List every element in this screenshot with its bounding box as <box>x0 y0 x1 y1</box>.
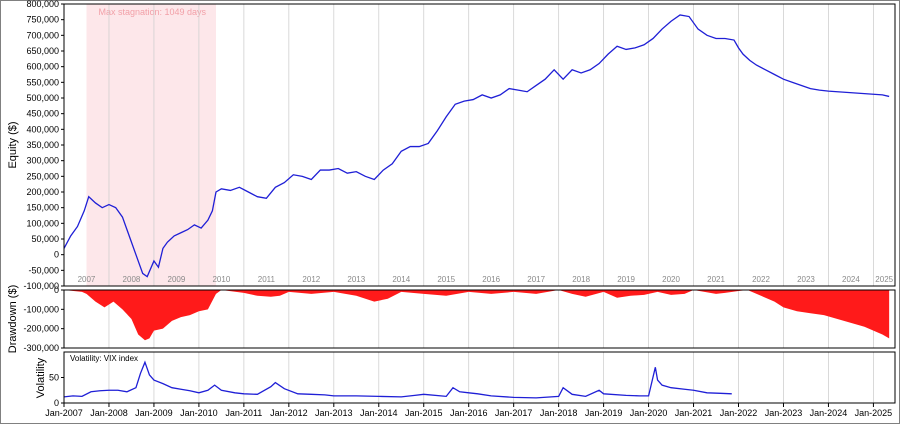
stagnation-band <box>86 4 216 286</box>
equity-grid <box>108 4 874 286</box>
y-tick-label: 250,000 <box>26 171 59 181</box>
x-tick-label: Jan-2009 <box>135 408 173 418</box>
year-label: 2011 <box>258 275 276 284</box>
year-label: 2020 <box>662 275 680 284</box>
x-tick-label: Jan-2019 <box>585 408 623 418</box>
year-label: 2016 <box>482 275 500 284</box>
y-tick-label: 800,000 <box>26 0 59 9</box>
y-tick-label: 450,000 <box>26 109 59 119</box>
stagnation-annotation: Max stagnation: 1049 days <box>98 7 206 17</box>
x-tick-label: Jan-2021 <box>675 408 713 418</box>
year-label: 2013 <box>347 275 365 284</box>
x-tick-label: Jan-2023 <box>765 408 803 418</box>
x-tick-label: Jan-2011 <box>225 408 262 418</box>
drawdown-y-axis-label: Drawdown ($) <box>7 285 19 353</box>
x-tick-label: Jan-2018 <box>540 408 578 418</box>
year-label: 2010 <box>212 275 230 284</box>
year-label: 2019 <box>617 275 635 284</box>
date-axis: Jan-2007 Jan-2008 Jan-2009 Jan-2010 Jan-2011… <box>45 403 892 418</box>
y-tick-label: 650,000 <box>26 46 59 56</box>
drawdown-grid <box>108 290 874 348</box>
x-tick-label: Jan-2016 <box>450 408 488 418</box>
x-tick-label: Jan-2022 <box>720 408 758 418</box>
volatility-y-axis-label: Volatility <box>35 357 47 398</box>
x-tick-label: Jan-2015 <box>405 408 443 418</box>
equity-line <box>63 14 890 278</box>
x-tick-label: Jan-2013 <box>315 408 353 418</box>
x-tick-label: Jan-2014 <box>360 408 398 418</box>
volatility-legend: Volatility: VIX index <box>70 354 138 363</box>
year-label: 2014 <box>392 275 410 284</box>
y-tick-label: -300,000 <box>23 343 59 353</box>
year-label: 2015 <box>437 275 455 284</box>
drawdown-panel: 0 -100,000 -200,000 -300,000 Drawdown ($) <box>7 285 896 353</box>
year-label: 2008 <box>123 275 141 284</box>
y-tick-label: 500,000 <box>26 93 59 103</box>
y-tick-label: 350,000 <box>26 140 59 150</box>
equity-panel: Max stagnation: 1049 days 2007 2008 2009 20… <box>7 0 896 291</box>
y-tick-label: 50,000 <box>31 234 59 244</box>
volatility-frame <box>63 351 896 404</box>
x-tick-label: Jan-2010 <box>180 408 218 418</box>
year-label: 2009 <box>168 275 186 284</box>
year-label: 2021 <box>707 275 725 284</box>
x-tick-label: Jan-2017 <box>495 408 533 418</box>
equity-y-axis-label: Equity ($) <box>7 121 19 168</box>
drawdown-area <box>64 290 890 341</box>
x-tick-label: Jan-2007 <box>45 408 83 418</box>
y-tick-label: -100,000 <box>23 281 59 291</box>
x-tick-label: Jan-2008 <box>90 408 128 418</box>
y-tick-label: -200,000 <box>23 324 59 334</box>
y-tick-label: 150,000 <box>26 203 59 213</box>
y-tick-label: -50,000 <box>28 265 59 275</box>
drawdown-frame <box>63 289 896 349</box>
y-tick-label: 300,000 <box>26 156 59 166</box>
y-tick-label: 0 <box>54 250 59 260</box>
y-tick-label: 100,000 <box>26 218 59 228</box>
volatility-line <box>63 360 732 399</box>
y-tick-label: -100,000 <box>23 304 59 314</box>
year-label: 2024 <box>842 275 860 284</box>
y-tick-label: 50 <box>49 373 59 383</box>
equity-y-ticks: 800,000 750,000 700,000 650,000 600,000 550,0… <box>23 0 64 291</box>
x-tick-label: Jan-2025 <box>855 408 893 418</box>
y-tick-label: 550,000 <box>26 77 59 87</box>
year-label: 2007 <box>78 275 96 284</box>
year-label: 2018 <box>572 275 590 284</box>
volatility-grid <box>108 352 874 403</box>
year-labels: 2007 2008 2009 2010 2011 2012 2013 2014 2015 2016… <box>78 275 894 284</box>
y-tick-label: 600,000 <box>26 62 59 72</box>
y-tick-label: 0 <box>54 285 59 295</box>
year-label: 2023 <box>797 275 815 284</box>
y-tick-label: 200,000 <box>26 187 59 197</box>
year-label: 2012 <box>302 275 320 284</box>
year-label: 2017 <box>527 275 545 284</box>
x-tick-label: Jan-2024 <box>810 408 848 418</box>
volatility-panel: 0 50 Volatility: VIX index Volatility Jan… <box>35 351 896 418</box>
y-tick-label: 400,000 <box>26 124 59 134</box>
year-label: 2025 <box>875 275 893 284</box>
y-tick-label: 0 <box>54 398 59 408</box>
x-tick-label: Jan-2020 <box>630 408 668 418</box>
y-tick-label: 750,000 <box>26 15 59 25</box>
equity-frame <box>63 3 896 287</box>
y-tick-label: 700,000 <box>26 30 59 40</box>
year-label: 2022 <box>752 275 770 284</box>
x-tick-label: Jan-2012 <box>270 408 308 418</box>
